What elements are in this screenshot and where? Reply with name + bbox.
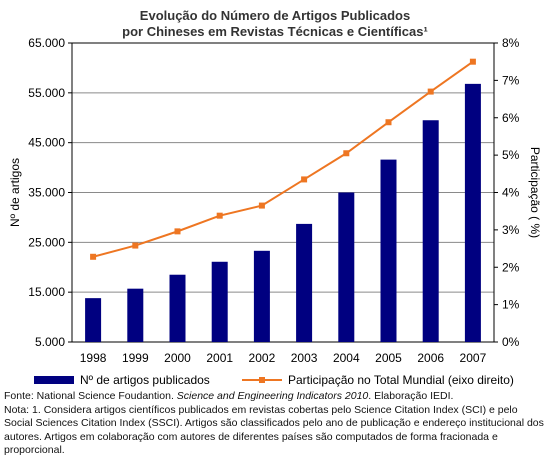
x-tick-label: 2000 <box>164 351 191 365</box>
legend-item-articles: Nº de artigos publicados <box>34 373 210 387</box>
x-tick-label: 2001 <box>206 351 233 365</box>
plot-frame <box>71 42 495 343</box>
bar-2000 <box>169 274 186 342</box>
y-right-tick-label: 0% <box>502 335 520 349</box>
source-prefix: Fonte: National Science Foudantion. <box>4 390 177 402</box>
footnotes: Fonte: National Science Foudantion. Scie… <box>4 390 544 458</box>
y-left-tick-label: 45.000 <box>28 136 65 150</box>
x-tick-label: 1998 <box>80 351 107 365</box>
share-point-1998 <box>90 253 97 260</box>
x-tick-label: 2002 <box>249 351 276 365</box>
y-left-axis-title: Nº de artigos <box>8 158 22 227</box>
y-left-tick-label: 35.000 <box>28 186 65 200</box>
y-right-tick-label: 7% <box>502 73 520 87</box>
legend-label-share: Participação no Total Mundial (eixo dire… <box>288 373 514 387</box>
y-right-tick-label: 1% <box>502 298 520 312</box>
share-point-2006 <box>427 88 434 95</box>
y-right-axis-title: Participação ( %) <box>528 147 542 238</box>
share-point-2004 <box>343 150 350 157</box>
legend: Nº de artigos publicados Participação no… <box>0 373 550 389</box>
source-note: Fonte: National Science Foudantion. Scie… <box>4 390 544 404</box>
y-left-tick-label: 55.000 <box>28 86 65 100</box>
chart-title: Evolução do Número de Artigos Publicados… <box>0 8 550 40</box>
bar-2001 <box>211 261 228 342</box>
legend-line-swatch <box>242 376 282 384</box>
y-right-tick-label: 2% <box>502 260 520 274</box>
share-point-2000 <box>174 228 181 235</box>
share-point-1999 <box>132 242 139 249</box>
share-point-2001 <box>216 212 223 219</box>
share-point-2003 <box>301 176 308 183</box>
legend-label-articles: Nº de artigos publicados <box>80 373 210 387</box>
chart-area: 65.000 55.000 45.000 35.000 25.000 15.000 5.00… <box>8 36 542 365</box>
y-left-tick-label: 65.000 <box>28 36 65 50</box>
y-right-tick-label: 4% <box>502 186 520 200</box>
x-tick-label: 2004 <box>333 351 360 365</box>
bar-2002 <box>253 250 270 342</box>
y-left-tick-label: 15.000 <box>28 285 65 299</box>
legend-item-share: Participação no Total Mundial (eixo dire… <box>242 373 514 387</box>
y-left-tick-label: 5.000 <box>35 335 65 349</box>
y-right-tick-label: 5% <box>502 148 520 162</box>
y-right-tick-label: 6% <box>502 111 520 125</box>
bar-2004 <box>338 192 355 342</box>
share-point-2007 <box>469 58 476 65</box>
x-tick-label: 2005 <box>375 351 402 365</box>
share-point-2002 <box>258 202 265 209</box>
y-left-tick-label: 25.000 <box>28 235 65 249</box>
bar-2003 <box>296 223 313 342</box>
bar-1999 <box>127 288 144 342</box>
share-point-2005 <box>385 119 392 126</box>
legend-bar-swatch <box>34 376 74 384</box>
bar-2006 <box>422 120 439 342</box>
x-tick-label: 2006 <box>417 351 444 365</box>
x-tick-label: 1999 <box>122 351 149 365</box>
bar-1998 <box>85 298 102 342</box>
source-suffix: . Elaboração IEDI. <box>368 390 454 402</box>
chart-title-line-1: Evolução do Número de Artigos Publicados <box>139 8 411 23</box>
chart-title-line-2: por Chineses em Revistas Técnicas e Cien… <box>122 24 428 39</box>
source-title: Science and Engineering Indicators 2010 <box>176 390 369 402</box>
y-right-tick-label: 3% <box>502 223 520 237</box>
bar-2007 <box>464 83 481 342</box>
y-right-tick-label: 8% <box>502 36 520 50</box>
bar-2005 <box>380 159 397 342</box>
share-line <box>92 60 474 258</box>
x-tick-label: 2007 <box>460 351 487 365</box>
x-tick-label: 2003 <box>291 351 318 365</box>
methodology-note: Nota: 1. Considera artigos científicos p… <box>4 403 544 457</box>
